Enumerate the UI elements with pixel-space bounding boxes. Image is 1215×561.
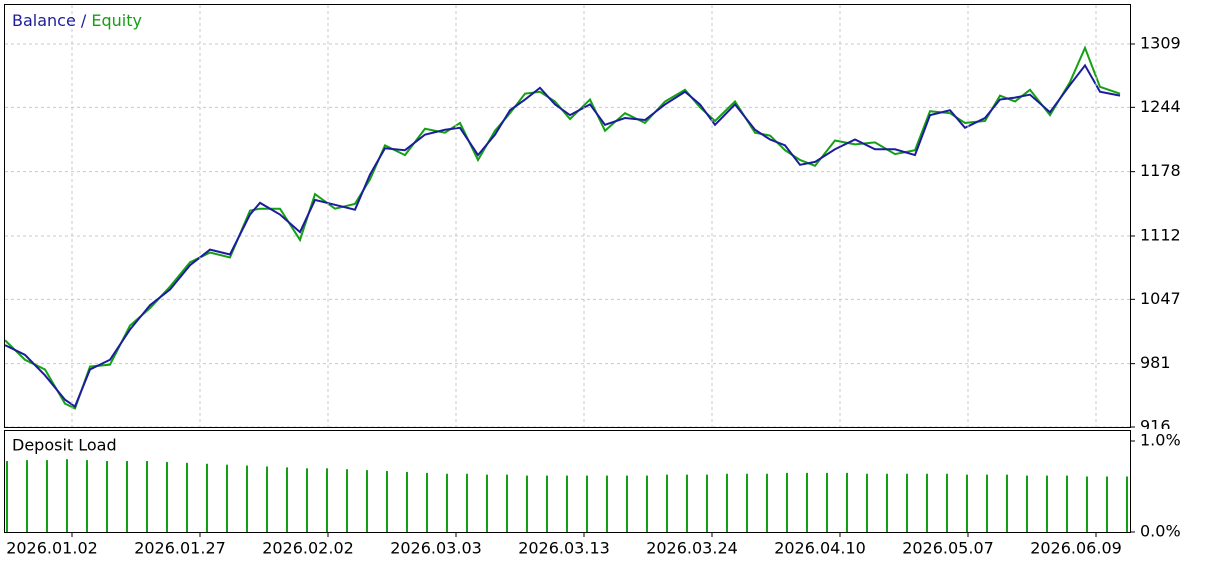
- y-tick-label: 1047: [1140, 289, 1181, 308]
- bar: [746, 473, 748, 532]
- bar: [186, 462, 188, 532]
- bar: [886, 473, 888, 532]
- bar: [346, 469, 348, 532]
- bar: [1066, 475, 1068, 532]
- subchart-title: Deposit Load: [12, 436, 117, 455]
- bar: [66, 459, 68, 532]
- bar: [286, 467, 288, 532]
- bar: [706, 474, 708, 532]
- y-tick-label: 0.0%: [1140, 522, 1181, 541]
- bar: [526, 475, 528, 532]
- bar: [166, 461, 168, 532]
- x-tick-label: 2026.03.13: [518, 539, 610, 558]
- bar: [926, 473, 928, 532]
- bar: [846, 472, 848, 532]
- bar: [446, 473, 448, 532]
- bar: [426, 472, 428, 532]
- bar: [546, 475, 548, 532]
- bar: [366, 470, 368, 532]
- panel-frame: [4, 4, 1131, 428]
- bar: [466, 473, 468, 532]
- legend-equity: Equity: [91, 11, 142, 30]
- bar: [26, 460, 28, 532]
- bar: [1126, 476, 1128, 532]
- legend: Balance / Equity: [12, 11, 142, 30]
- bar: [666, 474, 668, 532]
- bar: [1086, 476, 1088, 532]
- bar: [1106, 476, 1108, 532]
- legend-separator: /: [81, 11, 87, 30]
- bar: [906, 473, 908, 532]
- bar: [406, 471, 408, 532]
- bar: [386, 471, 388, 532]
- bar: [206, 463, 208, 532]
- bar: [806, 472, 808, 532]
- y-tick-label: 1244: [1140, 97, 1181, 116]
- bar: [866, 473, 868, 532]
- x-tick-label: 2026.01.27: [134, 539, 226, 558]
- y-tick-label: 1309: [1140, 33, 1181, 52]
- bar: [946, 473, 948, 532]
- x-tick-label: 2026.02.02: [262, 539, 354, 558]
- bar: [46, 460, 48, 532]
- series-line: [4, 63, 1121, 409]
- x-tick-label: 2026.05.07: [902, 539, 994, 558]
- bar: [266, 466, 268, 532]
- bar: [1026, 475, 1028, 532]
- y-tick-label: 1178: [1140, 161, 1181, 180]
- bar: [1046, 475, 1048, 532]
- bar: [586, 475, 588, 532]
- bar: [86, 460, 88, 532]
- bar: [606, 475, 608, 532]
- bar: [506, 474, 508, 532]
- bar: [826, 472, 828, 532]
- bar: [566, 475, 568, 532]
- y-tick-label: 1112: [1140, 225, 1181, 244]
- bar: [1006, 474, 1008, 532]
- bar: [326, 468, 328, 532]
- y-tick-label: 1.0%: [1140, 431, 1181, 450]
- bar: [486, 474, 488, 532]
- bar: [306, 468, 308, 532]
- x-tick-label: 2026.04.10: [774, 539, 866, 558]
- panel-frame: [4, 430, 1131, 533]
- bar: [646, 475, 648, 532]
- bar: [786, 472, 788, 532]
- bar: [146, 461, 148, 532]
- bar: [986, 474, 988, 532]
- y-tick-label: 981: [1140, 353, 1171, 372]
- series-line: [4, 45, 1121, 410]
- bar: [246, 465, 248, 532]
- bar: [226, 464, 228, 532]
- y-tick-label: 916: [1140, 417, 1171, 436]
- x-tick-label: 2026.06.09: [1030, 539, 1122, 558]
- balance-panel: 916 981 1047 1112 1178 1244 1309: [4, 4, 1181, 436]
- x-tick-label: 2026.03.24: [646, 539, 738, 558]
- deposit-panel: 0.0% 1.0% 2026.01.02 2026.01.27 2026.02.02 20…: [4, 430, 1181, 558]
- bar: [106, 461, 108, 532]
- x-tick-label: 2026.03.03: [390, 539, 482, 558]
- bar: [626, 475, 628, 532]
- bar: [686, 474, 688, 532]
- x-tick-label: 2026.01.02: [6, 539, 98, 558]
- legend-balance: Balance: [12, 11, 76, 30]
- bar: [726, 473, 728, 532]
- bar: [6, 461, 8, 532]
- bar: [766, 473, 768, 532]
- bar: [126, 461, 128, 532]
- bar: [966, 474, 968, 532]
